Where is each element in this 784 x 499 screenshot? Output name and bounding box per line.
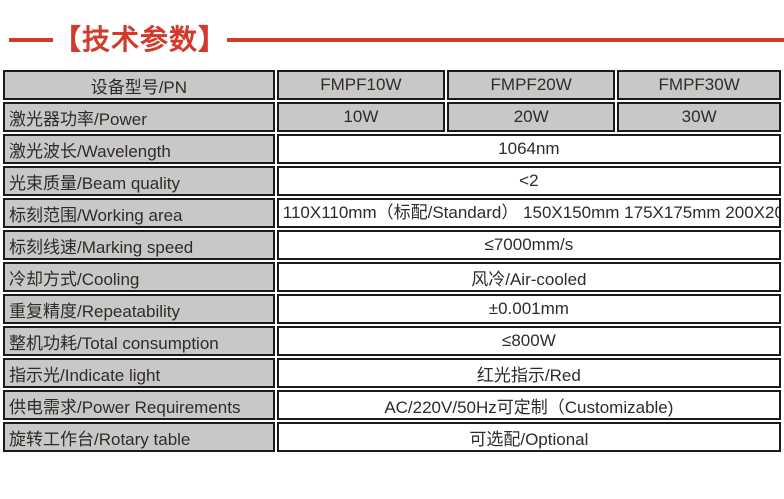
row-label: 标刻线速/Marking speed <box>3 230 275 260</box>
table-row-power-requirements: 供电需求/Power Requirements AC/220V/50Hz可定制（… <box>3 390 781 420</box>
row-label: 激光波长/Wavelength <box>3 134 275 164</box>
section-header: 【技术参数】 <box>0 0 784 59</box>
table-row-working-area: 标刻范围/Working area 110X110mm（标配/Standard）… <box>3 198 781 228</box>
table-row-total-consumption: 整机功耗/Total consumption ≤800W <box>3 326 781 356</box>
model-cell-fmpf10w: FMPF10W <box>276 70 446 100</box>
row-value: 可选配/Optional <box>276 422 781 452</box>
row-label: 指示光/Indicate light <box>3 358 275 388</box>
table-row-marking-speed: 标刻线速/Marking speed ≤7000mm/s <box>3 230 781 260</box>
page-title: 【技术参数】 <box>53 23 228 55</box>
row-value: ±0.001mm <box>276 294 781 324</box>
row-label-power: 激光器功率/Power <box>3 102 275 132</box>
table-row-cooling: 冷却方式/Cooling 风冷/Air-cooled <box>3 262 781 292</box>
power-cell-10w: 10W <box>276 102 446 132</box>
model-cell-fmpf20w: FMPF20W <box>447 70 616 100</box>
table-row-wavelength: 激光波长/Wavelength 1064nm <box>3 134 781 164</box>
table-row-power: 激光器功率/Power 10W 20W 30W <box>3 102 781 132</box>
power-cell-30w: 30W <box>617 102 781 132</box>
row-value: 风冷/Air-cooled <box>276 262 781 292</box>
title-left-dash <box>9 38 53 42</box>
row-label: 供电需求/Power Requirements <box>3 390 275 420</box>
row-label: 旋转工作台/Rotary table <box>3 422 275 452</box>
table-row-beam-quality: 光束质量/Beam quality <2 <box>3 166 781 196</box>
row-value: 红光指示/Red <box>276 358 781 388</box>
row-label-model: 设备型号/PN <box>3 70 275 100</box>
model-cell-fmpf30w: FMPF30W <box>617 70 781 100</box>
title-right-rule <box>227 38 784 42</box>
row-value: <2 <box>276 166 781 196</box>
table-row-rotary-table: 旋转工作台/Rotary table 可选配/Optional <box>3 422 781 452</box>
row-value: 1064nm <box>276 134 781 164</box>
table-row-repeatability: 重复精度/Repeatability ±0.001mm <box>3 294 781 324</box>
row-label: 标刻范围/Working area <box>3 198 275 228</box>
row-value: ≤800W <box>276 326 781 356</box>
power-cell-20w: 20W <box>447 102 616 132</box>
table-row-indicate-light: 指示光/Indicate light 红光指示/Red <box>3 358 781 388</box>
row-value: AC/220V/50Hz可定制（Customizable) <box>276 390 781 420</box>
table-row-model: 设备型号/PN FMPF10W FMPF20W FMPF30W <box>3 70 781 100</box>
row-value: ≤7000mm/s <box>276 230 781 260</box>
row-label: 重复精度/Repeatability <box>3 294 275 324</box>
row-label: 光束质量/Beam quality <box>3 166 275 196</box>
row-label: 整机功耗/Total consumption <box>3 326 275 356</box>
row-value: 110X110mm（标配/Standard） 150X150mm 175X175… <box>276 198 781 228</box>
spec-table: 设备型号/PN FMPF10W FMPF20W FMPF30W 激光器功率/Po… <box>1 68 783 454</box>
row-label: 冷却方式/Cooling <box>3 262 275 292</box>
